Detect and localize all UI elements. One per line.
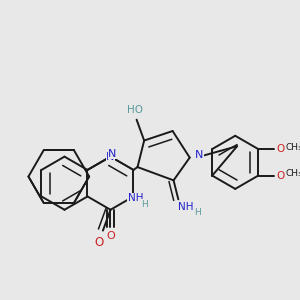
Text: NH: NH (178, 202, 194, 212)
Text: H: H (194, 208, 201, 217)
Text: N: N (108, 149, 117, 159)
Text: O: O (106, 231, 115, 241)
Text: O: O (94, 236, 104, 248)
Text: O: O (277, 171, 285, 181)
Text: CH₃: CH₃ (286, 169, 300, 178)
Text: N: N (106, 152, 115, 162)
Text: N: N (195, 150, 203, 160)
Text: O: O (277, 144, 285, 154)
Text: H: H (142, 200, 148, 208)
Text: CH₃: CH₃ (286, 143, 300, 152)
Text: NH: NH (128, 194, 143, 203)
Text: HO: HO (127, 105, 143, 115)
